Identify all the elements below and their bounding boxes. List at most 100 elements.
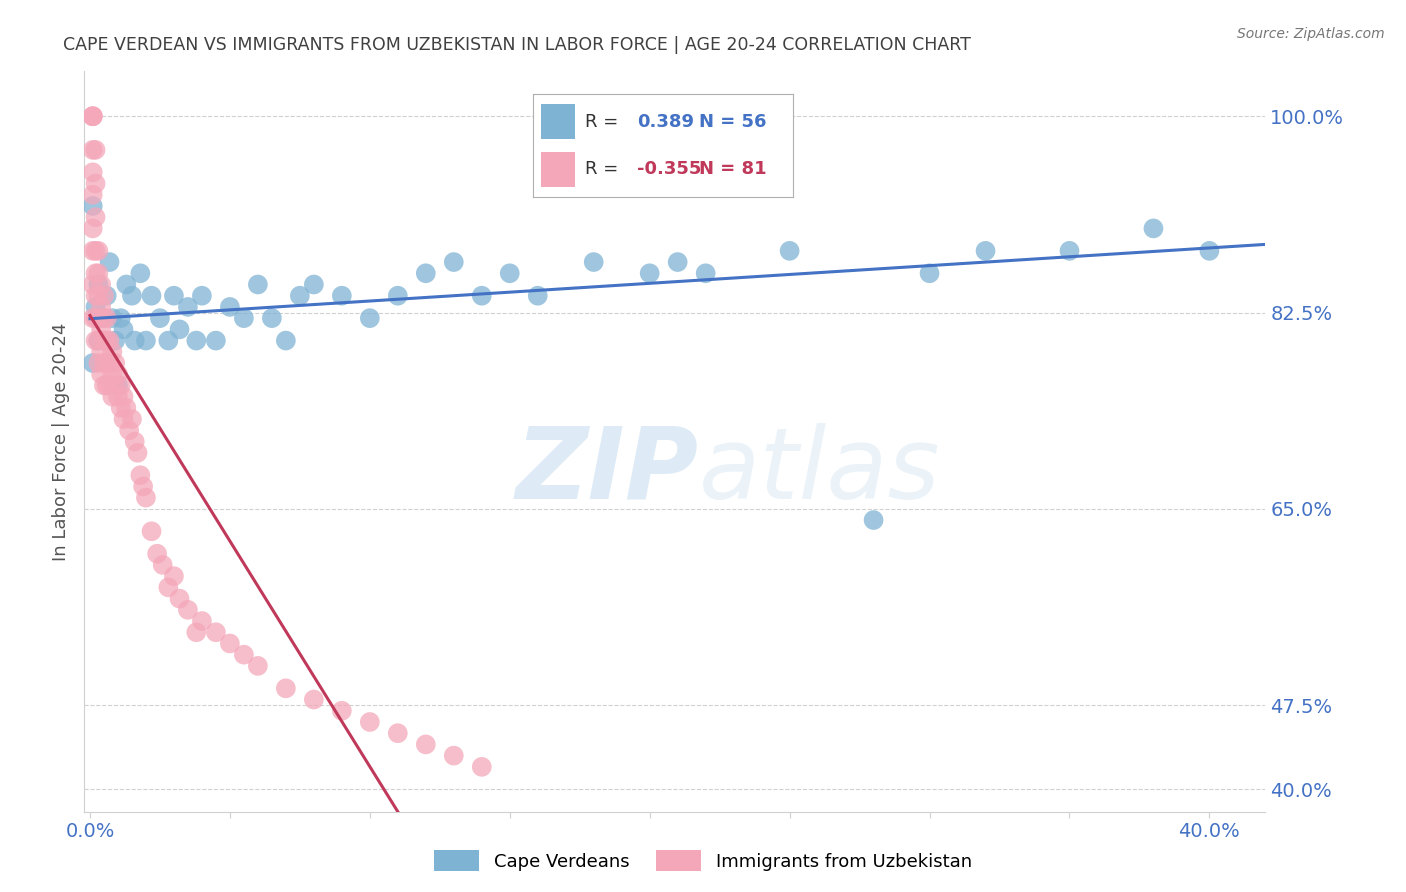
Point [152,558,174,572]
Point [82,244,104,258]
Text: Source: ZipAtlas.com: Source: ZipAtlas.com [1237,27,1385,41]
Point [918,266,941,280]
Point [219,636,242,650]
Point [471,760,494,774]
Point [359,714,381,729]
Point [87,311,110,326]
Point [163,289,186,303]
Point [96,378,118,392]
Point [110,311,132,326]
Point [98,356,121,370]
Point [499,266,522,280]
Point [118,423,141,437]
Point [135,491,157,505]
Point [101,311,124,326]
Point [104,378,127,392]
Point [98,334,121,348]
Point [135,334,157,348]
Point [582,255,605,269]
Point [82,221,104,235]
Point [443,255,465,269]
Point [132,479,155,493]
Point [84,311,107,326]
Point [93,334,115,348]
Point [302,692,325,706]
Point [90,277,112,292]
Text: atlas: atlas [699,423,941,520]
Point [82,109,104,123]
Text: ZIP: ZIP [516,423,699,520]
Point [90,322,112,336]
Point [163,569,186,583]
Point [974,244,997,258]
Point [129,266,152,280]
Point [124,334,146,348]
Point [146,547,169,561]
Point [110,401,132,415]
Text: CAPE VERDEAN VS IMMIGRANTS FROM UZBEKISTAN IN LABOR FORCE | AGE 20-24 CORRELATIO: CAPE VERDEAN VS IMMIGRANTS FROM UZBEKIST… [63,36,972,54]
Point [96,356,118,370]
Point [101,344,124,359]
Point [90,368,112,382]
Legend: Cape Verdeans, Immigrants from Uzbekistan: Cape Verdeans, Immigrants from Uzbekista… [427,843,979,879]
Point [330,704,353,718]
Point [288,289,311,303]
Point [82,109,104,123]
Point [104,334,127,348]
Point [93,334,115,348]
Point [232,648,254,662]
Point [107,390,129,404]
Point [96,311,118,326]
Point [141,524,163,539]
Point [157,334,180,348]
Point [98,255,121,269]
Point [666,255,689,269]
Point [84,289,107,303]
Point [107,368,129,382]
Point [96,334,118,348]
Point [1142,221,1164,235]
Point [104,356,127,370]
Point [101,390,124,404]
Point [84,143,107,157]
Point [87,289,110,303]
Point [87,334,110,348]
Point [260,311,283,326]
Point [115,401,138,415]
Point [93,311,115,326]
Point [93,289,115,303]
Point [186,625,208,640]
Point [169,322,191,336]
Point [191,289,214,303]
Point [387,289,409,303]
Point [779,244,801,258]
Point [177,603,200,617]
Y-axis label: In Labor Force | Age 20-24: In Labor Force | Age 20-24 [52,322,70,561]
Point [87,277,110,292]
Point [112,390,135,404]
Point [129,468,152,483]
Point [84,210,107,224]
Point [862,513,884,527]
Point [112,412,135,426]
Point [141,289,163,303]
Point [87,356,110,370]
Point [415,266,437,280]
Point [112,322,135,336]
Point [302,277,325,292]
Point [526,289,548,303]
Point [98,378,121,392]
Point [186,334,208,348]
Point [84,244,107,258]
Point [205,334,228,348]
Point [274,334,297,348]
Point [121,289,143,303]
Point [169,591,191,606]
Point [638,266,661,280]
Point [443,748,465,763]
Point [219,300,242,314]
Point [84,300,107,314]
Point [107,378,129,392]
Point [82,165,104,179]
Point [1198,244,1220,258]
